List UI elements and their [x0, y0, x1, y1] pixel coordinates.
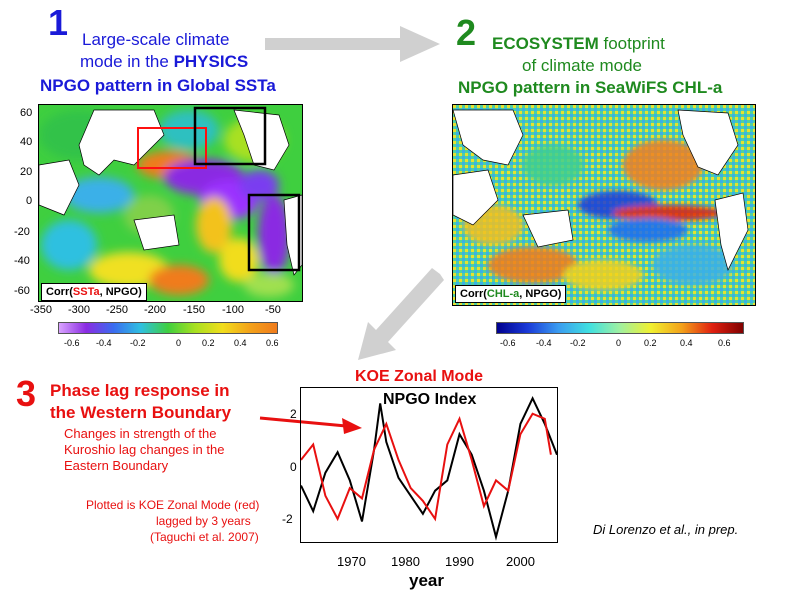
series-line — [301, 412, 552, 522]
chl-corr-prefix: Corr( — [460, 288, 487, 300]
chart-title-koe: KOE Zonal Mode — [355, 368, 483, 385]
chl-cbtick: 0.4 — [680, 338, 693, 348]
chl-cbtick: 0.2 — [644, 338, 657, 348]
pointer-arrow — [259, 416, 362, 434]
chl-cbtick: -0.6 — [500, 338, 516, 348]
sst-xtick: -350 — [30, 304, 53, 316]
ts-xtick: 2000 — [506, 554, 535, 569]
chart-title-npgo: NPGO Index — [383, 391, 477, 408]
arrow-1-to-2 — [265, 26, 440, 62]
sst-ytick: 40 — [20, 136, 33, 148]
sst-ytick: 0 — [26, 195, 33, 207]
timeseries-frame — [300, 387, 558, 543]
chl-map-graphic — [453, 105, 755, 305]
sst-cbtick: 0.4 — [234, 338, 247, 348]
panel1-subtitle: NPGO pattern in Global SSTa — [40, 76, 276, 95]
chl-cbtick: 0.6 — [718, 338, 731, 348]
sst-corr-label: Corr(SSTa, NPGO) — [41, 283, 147, 301]
chl-cbtick: 0 — [616, 338, 622, 348]
sst-cbtick: -0.2 — [130, 338, 146, 348]
panel2-number: 2 — [456, 12, 477, 53]
sst-ytick: -60 — [14, 285, 30, 297]
sst-ytick: 60 — [20, 107, 33, 119]
panel3-note-line2: lagged by 3 years — [156, 514, 251, 528]
ts-xtick: 1990 — [445, 554, 474, 569]
sst-map-graphic — [39, 105, 302, 301]
chl-cbtick: -0.2 — [570, 338, 586, 348]
sst-ytick: -20 — [14, 226, 30, 238]
sst-xtick: -250 — [106, 304, 129, 316]
chl-corr-suffix: , NPGO) — [519, 288, 562, 300]
chl-corr-label: Corr(CHL-a, NPGO) — [455, 285, 567, 303]
sst-map: Corr(SSTa, NPGO) — [38, 104, 303, 302]
panel1-heading-prefix: mode in the — [80, 52, 174, 71]
citation: Di Lorenzo et al., in prep. — [593, 522, 739, 537]
panel1-heading-line1: Large-scale climate — [82, 30, 230, 49]
sst-xtick: -100 — [222, 304, 245, 316]
timeseries-plot — [301, 395, 557, 541]
sst-ytick: -40 — [14, 255, 30, 267]
panel3-note-line1: Plotted is KOE Zonal Mode (red) — [86, 498, 260, 512]
sst-corr-var: SSTa — [72, 286, 100, 298]
sst-xtick: -50 — [265, 304, 281, 316]
sst-cbtick: 0 — [176, 338, 182, 348]
sst-cbtick: 0.6 — [266, 338, 279, 348]
panel3-number: 3 — [16, 373, 37, 414]
panel3-heading-line1: Phase lag response in — [50, 381, 230, 400]
sst-xtick: -150 — [183, 304, 206, 316]
ts-xtick: 1970 — [337, 554, 366, 569]
panel3-desc-line1: Changes in strength of the — [64, 426, 217, 441]
panel1-number: 1 — [48, 2, 69, 43]
sst-cbtick: 0.2 — [202, 338, 215, 348]
ts-ytick: -2 — [282, 512, 293, 526]
panel3-heading-line2: the Western Boundary — [50, 403, 232, 422]
chl-map: Corr(CHL-a, NPGO) — [452, 104, 756, 306]
sst-xtick: -200 — [144, 304, 167, 316]
panel2-heading-rest: footprint — [598, 34, 665, 53]
ts-xlabel: year — [409, 571, 444, 590]
panel3-desc-line3: Eastern Boundary — [64, 458, 169, 473]
sst-cbtick: -0.6 — [64, 338, 80, 348]
panel3-desc-line2: Kuroshio lag changes in the — [64, 442, 225, 457]
panel2-subtitle: NPGO pattern in SeaWiFS CHL-a — [458, 78, 723, 97]
sst-xtick: -300 — [68, 304, 91, 316]
sst-ytick: 20 — [20, 166, 33, 178]
sst-cbtick: -0.4 — [96, 338, 112, 348]
chl-cbtick: -0.4 — [536, 338, 552, 348]
panel2-heading-line1: ECOSYSTEM footprint — [492, 34, 665, 54]
chl-colorbar — [496, 322, 744, 334]
panel1-heading-line2: mode in the PHYSICS — [80, 52, 248, 72]
ts-ytick: 2 — [290, 407, 297, 421]
panel2-heading-ecosystem: ECOSYSTEM — [492, 34, 599, 53]
panel2-heading-line2: of climate mode — [522, 56, 642, 75]
panel1-heading-physics: PHYSICS — [173, 52, 249, 71]
ts-ytick: 0 — [290, 460, 297, 474]
arrow-2-to-3 — [358, 268, 444, 360]
panel3-note-line3: (Taguchi et al. 2007) — [150, 530, 259, 544]
chl-corr-var: CHL-a — [486, 288, 520, 300]
ts-xtick: 1980 — [391, 554, 420, 569]
sst-corr-prefix: Corr( — [46, 286, 73, 298]
sst-corr-suffix: , NPGO) — [99, 286, 142, 298]
sst-colorbar — [58, 322, 278, 334]
